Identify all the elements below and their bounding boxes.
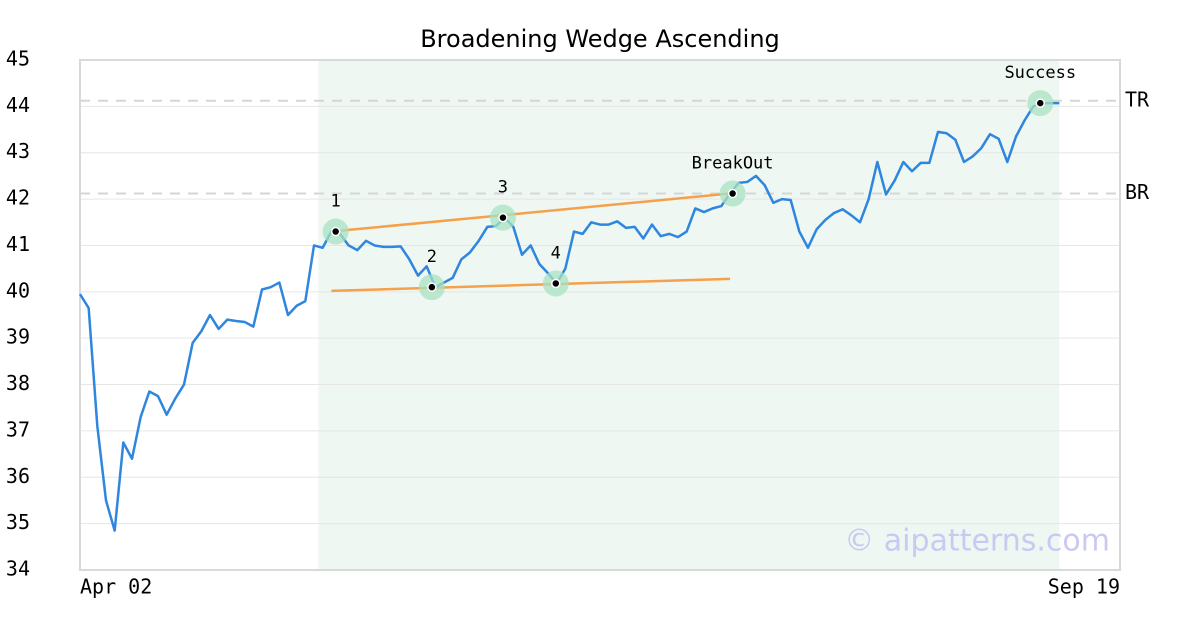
point-label: BreakOut	[692, 154, 774, 174]
point-dot	[727, 188, 738, 199]
y-tick-label: 36	[6, 464, 30, 488]
point-dot	[1035, 98, 1046, 108]
point-label: 3	[498, 178, 508, 198]
point-dot	[427, 282, 437, 292]
y-tick-label: 38	[6, 371, 30, 395]
y-tick-label: 43	[6, 139, 30, 163]
point-label: 1	[331, 192, 341, 212]
chart-title: Broadening Wedge Ascending	[420, 25, 780, 53]
point-dot	[551, 278, 561, 289]
y-tick-label: 37	[6, 417, 30, 441]
y-tick-label: 44	[6, 93, 30, 117]
y-tick-label: 35	[6, 510, 30, 534]
pattern-region	[318, 60, 1060, 570]
point-label: Success	[1004, 63, 1076, 83]
plot-frame	[79, 59, 1121, 571]
point-dot	[498, 212, 508, 223]
x-tick-label: Apr 02	[80, 575, 152, 599]
y-tick-label: 34	[6, 557, 30, 581]
y-tick-label: 39	[6, 325, 30, 349]
point-label: 4	[551, 243, 561, 263]
point-dot	[330, 226, 341, 237]
y-tick-label: 41	[6, 232, 30, 256]
y-tick-label: 45	[6, 47, 30, 71]
point-label: 2	[427, 247, 437, 267]
price-line	[78, 101, 1060, 532]
trendline	[331, 277, 731, 293]
trendline	[331, 192, 731, 233]
y-tick-label: 40	[6, 278, 30, 302]
y-tick-label: 42	[6, 186, 30, 210]
watermark: © aipatterns.com	[844, 524, 1110, 559]
reference-label: BR	[1125, 180, 1150, 204]
x-tick-label: Sep 19	[1048, 575, 1120, 599]
reference-label: TR	[1125, 87, 1150, 111]
